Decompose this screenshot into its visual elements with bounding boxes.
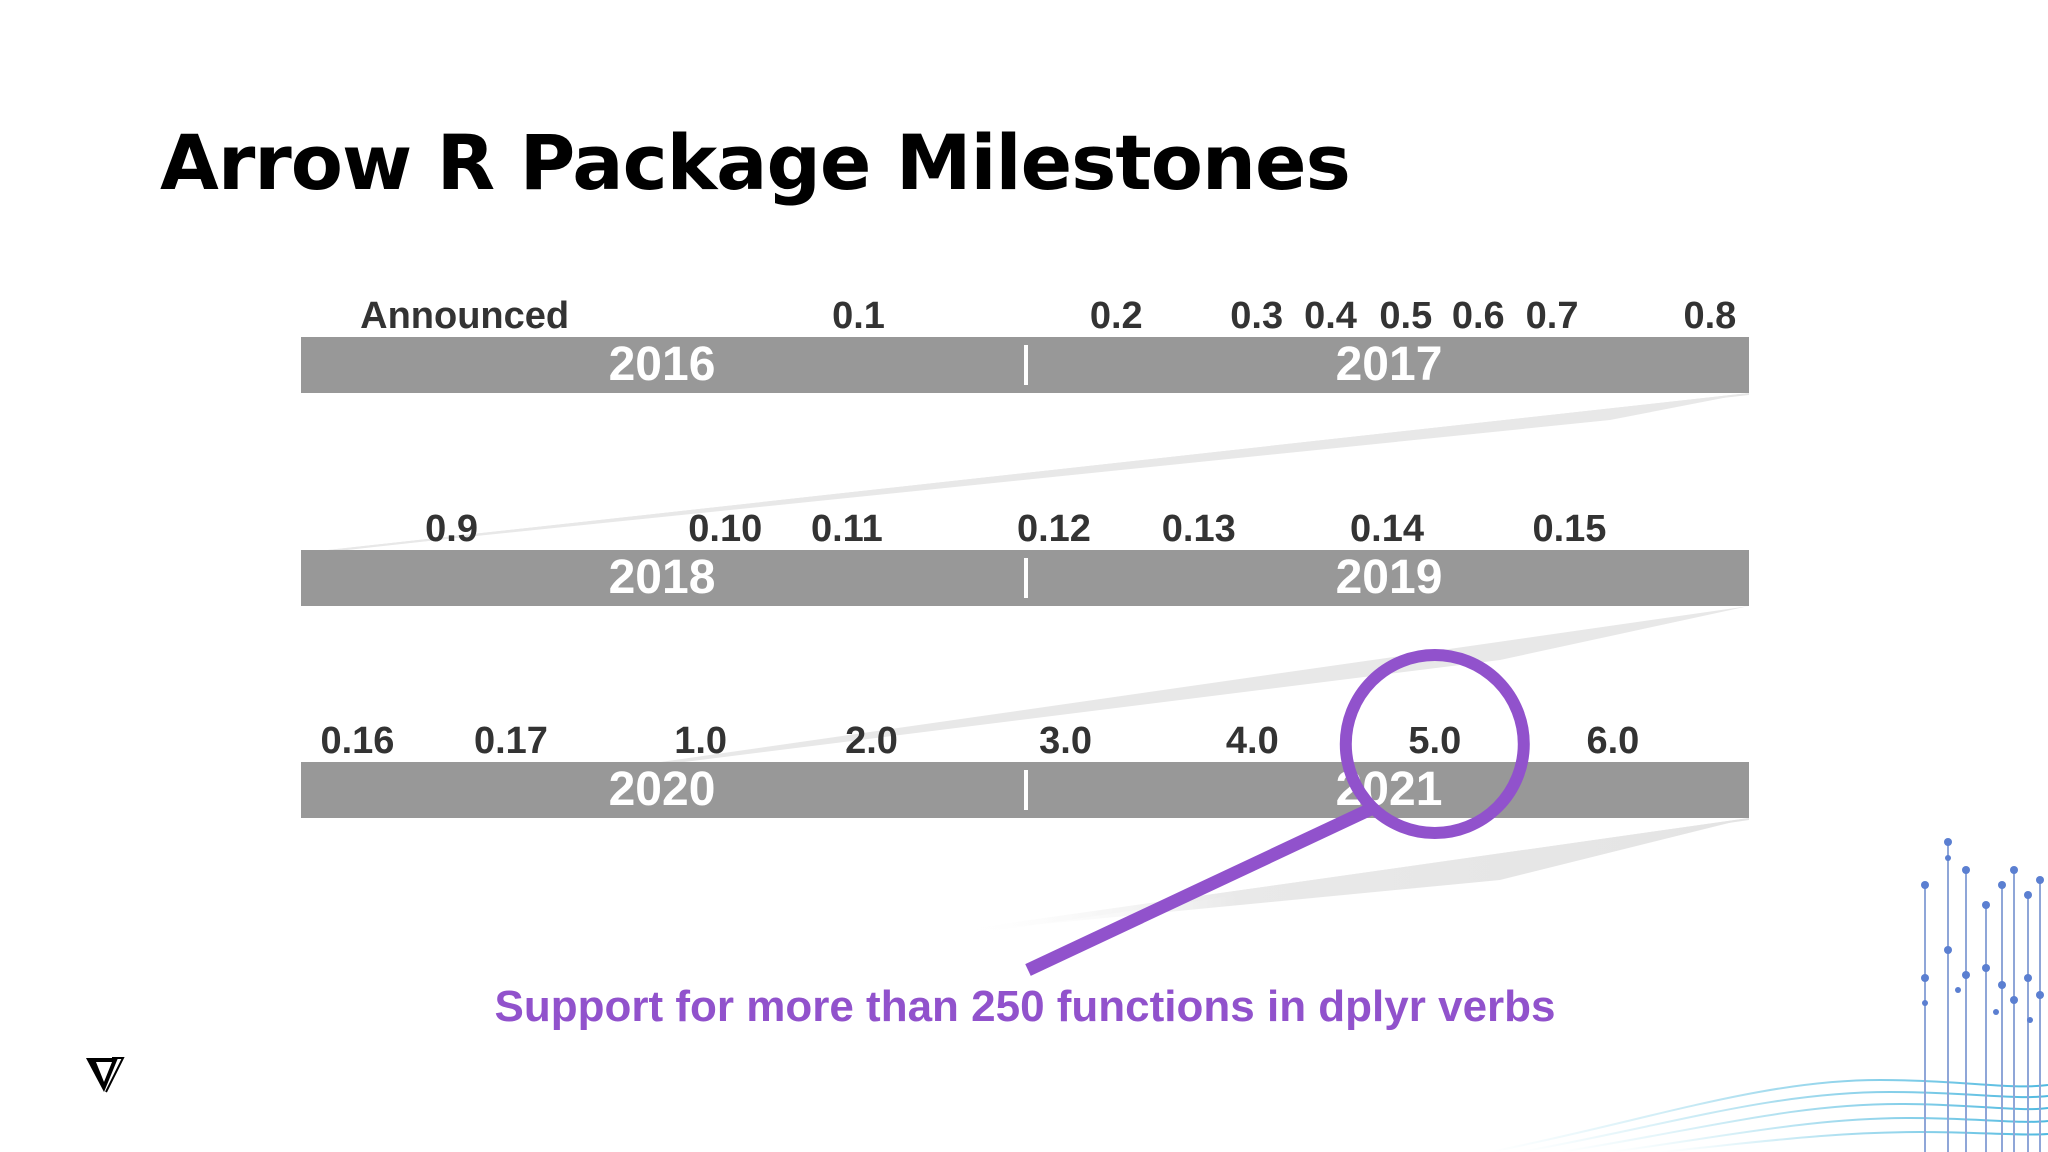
logo-icon xyxy=(86,1057,125,1093)
version-label: 6.0 xyxy=(1586,720,1640,762)
connector-band-3 xyxy=(640,606,1749,765)
connector-band-5 xyxy=(960,818,1749,930)
year-label: 2018 xyxy=(608,551,716,604)
version-label: 0.6 xyxy=(1451,295,1505,337)
version-label: 0.8 xyxy=(1683,295,1737,337)
callout-text: Support for more than 250 functions in d… xyxy=(494,982,1556,1031)
version-label: 0.4 xyxy=(1304,295,1357,337)
pointer-line xyxy=(1025,802,1376,976)
version-label: 0.11 xyxy=(810,508,883,550)
year-label: 2017 xyxy=(1335,338,1443,391)
version-label: 5.0 xyxy=(1408,720,1462,762)
year-divider xyxy=(1024,770,1028,810)
version-label: 4.0 xyxy=(1225,720,1279,762)
version-label: 3.0 xyxy=(1039,720,1092,762)
version-label: 2.0 xyxy=(845,720,898,762)
version-label: 0.2 xyxy=(1089,295,1143,337)
version-label: 0.14 xyxy=(1350,508,1424,550)
version-label: 0.9 xyxy=(425,508,478,550)
version-label: 0.7 xyxy=(1525,295,1579,337)
version-label: 0.15 xyxy=(1532,508,1607,550)
version-label: 0.12 xyxy=(1016,508,1091,550)
version-label: 0.16 xyxy=(320,720,395,762)
version-label: 0.10 xyxy=(688,508,763,550)
year-label: 2020 xyxy=(608,763,716,816)
year-bar-2: 2018 2019 xyxy=(301,550,1749,606)
version-label: 0.1 xyxy=(832,295,885,337)
version-label: 0.3 xyxy=(1230,295,1284,337)
year-divider xyxy=(1024,345,1028,385)
version-label: 1.0 xyxy=(674,720,728,762)
highlight-circle xyxy=(1339,649,1530,839)
slide-title: Arrow R Package Milestones xyxy=(160,118,1351,207)
circuit-decoration xyxy=(1921,838,2044,1152)
connector-band-2 xyxy=(301,393,1749,553)
wave-decoration xyxy=(1489,1078,2048,1152)
year-bar-1: 2016 2017 xyxy=(301,337,1749,393)
year-label: 2016 xyxy=(608,338,716,391)
version-label: 0.17 xyxy=(473,720,548,762)
version-label: 0.5 xyxy=(1379,295,1433,337)
version-label: Announced xyxy=(360,295,570,337)
year-label: 2019 xyxy=(1335,551,1443,604)
version-label: 0.13 xyxy=(1161,508,1236,550)
year-divider xyxy=(1024,558,1028,598)
